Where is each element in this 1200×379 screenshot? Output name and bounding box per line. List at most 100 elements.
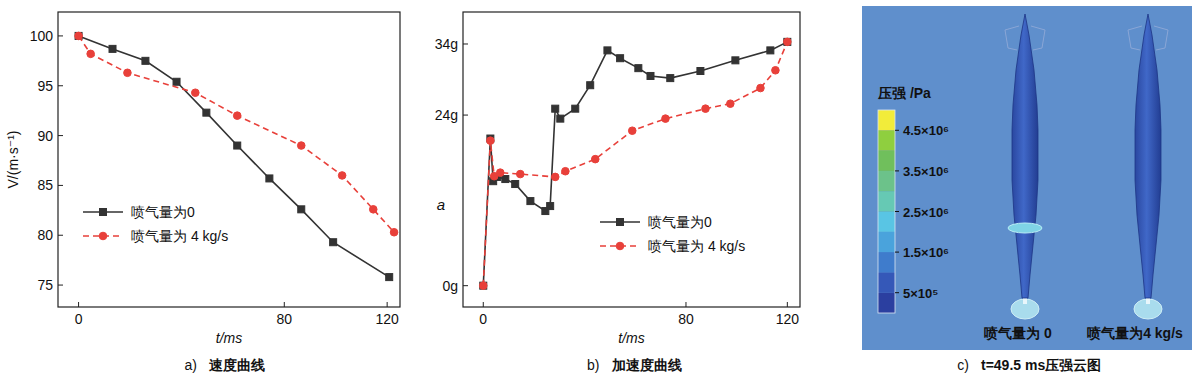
y-tick [463,115,468,116]
colorbar-segment [878,171,895,191]
series-marker [557,115,564,122]
series-marker [772,66,780,74]
series-marker [386,274,393,281]
series-marker [330,239,337,246]
x-tick [387,302,388,307]
series-marker [480,282,487,289]
data-area [75,32,398,280]
fin [1005,26,1019,50]
series-marker [767,47,774,54]
series-marker [647,72,654,79]
fin [1128,26,1142,50]
series-marker [298,206,305,213]
y-tick-label: 75 [37,277,53,293]
series-marker [552,105,559,112]
legend: 喷气量为0 喷气量为 4 kg/s [83,204,228,244]
projectile [1135,14,1161,298]
panel-label: c) [957,357,969,373]
legend-marker [617,219,624,226]
series-line [79,36,395,232]
series-marker [390,228,398,236]
series-marker [75,32,83,40]
series-marker [572,105,579,112]
colorbar-tick-label: 1.5×10⁶ [903,245,949,260]
x-tick-label: 120 [776,311,800,327]
panel-title: t=49.5 ms压强云图 [981,357,1101,373]
series-marker [757,84,765,92]
series-marker [628,127,636,135]
colorbar-tick-label: 2.5×10⁶ [903,205,949,220]
y-tick-label: 34g [435,36,458,52]
series-marker [369,206,377,214]
colorbar-segment [878,272,895,292]
y-tick [463,43,468,44]
y-tick-label: 95 [37,78,53,94]
legend-marker [99,232,107,240]
x-tick [483,302,484,307]
x-tick-label: 80 [276,311,292,327]
series-marker [173,78,180,85]
projectile [1012,14,1038,298]
legend-label: 喷气量为 4 kg/s [648,238,745,254]
x-axis-title: t/ms [216,330,242,346]
series-marker [697,68,704,75]
y-tick [58,85,63,86]
series-marker [142,57,149,64]
colorbar-tick [895,130,899,131]
series-marker [604,47,611,54]
series-line [483,42,787,286]
colorbar-segment [878,212,895,232]
x-tick [284,302,285,307]
y-tick [58,35,63,36]
y-tick-label: 0g [442,278,458,294]
colorbar-tick-label: 4.5×10⁶ [903,123,949,138]
series-marker [527,198,534,205]
fin [1154,26,1168,50]
plot-frame [58,12,400,307]
series-marker [109,45,116,52]
fin [1031,26,1045,50]
series-line [483,42,787,286]
legend-label: 喷气量为0 [131,204,195,220]
x-tick-label: 120 [375,311,399,327]
y-axis-title: a [437,196,445,213]
series-marker [234,142,241,149]
colorbar-tick-label: 5×10⁵ [903,286,938,301]
x-tick [685,302,686,307]
y-tick-label: 100 [30,28,54,44]
colorbar-frame [878,110,895,313]
x-axis-title: t/ms [618,330,644,346]
series-marker [192,89,200,97]
series-marker [587,82,594,89]
series-marker [233,112,241,120]
colorbar-segment [878,151,895,171]
y-tick-label: 85 [37,177,53,193]
y-tick [58,285,63,286]
panel-1: 0801200g24g34gt/msa喷气量为0喷气量为 4 kg/sb)加速度… [435,12,800,373]
y-tick [58,135,63,136]
series-marker [547,203,554,210]
plot-frame [463,12,800,307]
series-marker [87,50,95,58]
data-area [479,38,791,289]
background [862,6,1192,350]
colorbar-tick [895,292,899,293]
series-marker [124,69,132,77]
series-marker [487,137,495,145]
colorbar-segment [878,293,895,313]
panel-label: a) [185,357,197,373]
panel-title: 速度曲线 [208,357,265,373]
series-marker [203,109,210,116]
colorbar-segment [878,252,895,272]
series-marker [667,75,674,82]
legend-label: 喷气量为 4 kg/s [131,228,228,244]
colorbar-segment [878,110,895,130]
series-marker [75,32,82,39]
y-tick-label: 90 [37,128,53,144]
series-line [79,36,390,277]
series-marker [591,155,599,163]
colorbar-title: 压强 /Pa [877,85,931,101]
series-marker [297,142,305,150]
series-marker [562,167,570,175]
series-marker [512,181,519,188]
